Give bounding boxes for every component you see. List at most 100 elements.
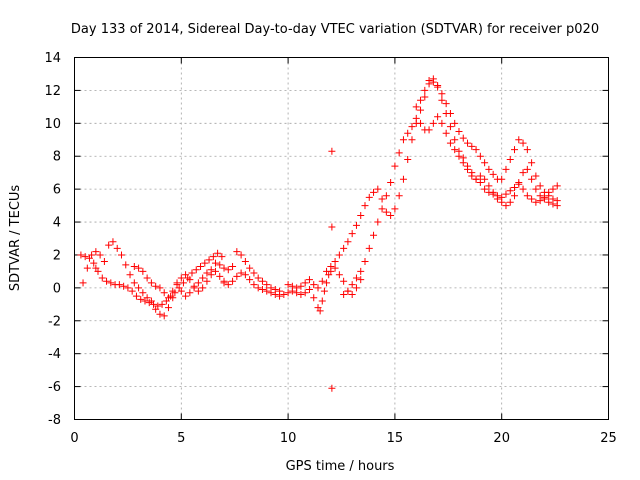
data-point bbox=[429, 119, 437, 127]
data-point bbox=[536, 192, 544, 200]
data-point bbox=[472, 146, 480, 154]
data-point bbox=[246, 264, 254, 272]
grid bbox=[74, 57, 609, 420]
data-point bbox=[237, 251, 245, 259]
data-point bbox=[438, 90, 446, 98]
data-point bbox=[391, 162, 399, 170]
data-point bbox=[481, 185, 489, 193]
data-point bbox=[387, 211, 395, 219]
data-point bbox=[177, 287, 185, 295]
data-point bbox=[549, 195, 557, 203]
data-point bbox=[177, 274, 185, 282]
y-tick-label: -2 bbox=[48, 314, 61, 329]
x-axis-label: GPS time / hours bbox=[286, 459, 395, 474]
data-point bbox=[468, 172, 476, 180]
data-point bbox=[147, 279, 155, 287]
data-point bbox=[446, 109, 454, 117]
data-point bbox=[519, 169, 527, 177]
data-point bbox=[361, 258, 369, 266]
data-point bbox=[201, 259, 209, 267]
data-point bbox=[540, 188, 548, 196]
data-point bbox=[271, 290, 279, 298]
data-point bbox=[395, 192, 403, 200]
data-point bbox=[506, 198, 514, 206]
data-point bbox=[328, 384, 336, 392]
data-point bbox=[532, 198, 540, 206]
y-tick-label: 4 bbox=[53, 216, 61, 231]
data-point bbox=[90, 259, 98, 267]
data-point bbox=[446, 123, 454, 131]
data-point bbox=[139, 289, 147, 297]
data-point bbox=[267, 289, 275, 297]
data-point bbox=[434, 113, 442, 121]
data-point bbox=[194, 279, 202, 287]
y-tick-label: -6 bbox=[48, 380, 61, 395]
data-point bbox=[459, 134, 467, 142]
data-point bbox=[164, 304, 172, 312]
series-outliers bbox=[328, 147, 336, 392]
data-point bbox=[378, 205, 386, 213]
data-point bbox=[224, 266, 232, 274]
data-point bbox=[417, 119, 425, 127]
data-point bbox=[120, 282, 128, 290]
data-point bbox=[506, 156, 514, 164]
data-point bbox=[511, 146, 519, 154]
data-point bbox=[472, 175, 480, 183]
x-tick-label: 0 bbox=[70, 431, 78, 446]
data-point bbox=[331, 264, 339, 272]
data-point bbox=[374, 218, 382, 226]
data-point bbox=[130, 262, 138, 270]
data-point bbox=[340, 290, 348, 298]
y-tick-label: 0 bbox=[53, 281, 61, 296]
data-point bbox=[220, 279, 228, 287]
data-point bbox=[489, 170, 497, 178]
data-point bbox=[126, 271, 134, 279]
data-point bbox=[421, 86, 429, 94]
data-point bbox=[528, 159, 536, 167]
data-point bbox=[109, 238, 117, 246]
data-point bbox=[549, 185, 557, 193]
data-point bbox=[79, 279, 87, 287]
data-point bbox=[135, 284, 143, 292]
data-point bbox=[135, 264, 143, 272]
data-point bbox=[323, 279, 331, 287]
data-point bbox=[468, 142, 476, 150]
y-tick-labels: -8 -6 -4 -2 0 2 4 6 8 10 12 14 bbox=[44, 51, 61, 428]
data-point bbox=[164, 294, 172, 302]
data-point bbox=[408, 123, 416, 131]
data-point bbox=[310, 294, 318, 302]
data-point bbox=[476, 172, 484, 180]
data-point bbox=[94, 267, 102, 275]
data-point bbox=[263, 287, 271, 295]
data-point bbox=[429, 78, 437, 86]
data-point bbox=[250, 281, 258, 289]
data-point bbox=[498, 198, 506, 206]
data-point bbox=[320, 287, 328, 295]
data-point bbox=[352, 274, 360, 282]
data-point bbox=[417, 96, 425, 104]
data-point bbox=[250, 269, 258, 277]
data-point bbox=[528, 175, 536, 183]
data-point bbox=[391, 205, 399, 213]
data-point bbox=[515, 136, 523, 144]
data-point bbox=[297, 290, 305, 298]
data-point bbox=[328, 223, 336, 231]
data-point bbox=[105, 241, 113, 249]
data-point bbox=[485, 165, 493, 173]
data-point bbox=[502, 202, 510, 210]
data-point bbox=[481, 159, 489, 167]
data-point bbox=[378, 195, 386, 203]
data-point bbox=[216, 272, 224, 280]
data-point bbox=[122, 261, 130, 269]
data-point bbox=[318, 277, 326, 285]
data-point bbox=[293, 284, 301, 292]
data-point bbox=[113, 244, 121, 252]
data-markers bbox=[77, 75, 561, 392]
data-point bbox=[404, 156, 412, 164]
data-point bbox=[382, 192, 390, 200]
data-point bbox=[224, 281, 232, 289]
data-point bbox=[327, 262, 335, 270]
data-point bbox=[344, 238, 352, 246]
data-point bbox=[98, 274, 106, 282]
